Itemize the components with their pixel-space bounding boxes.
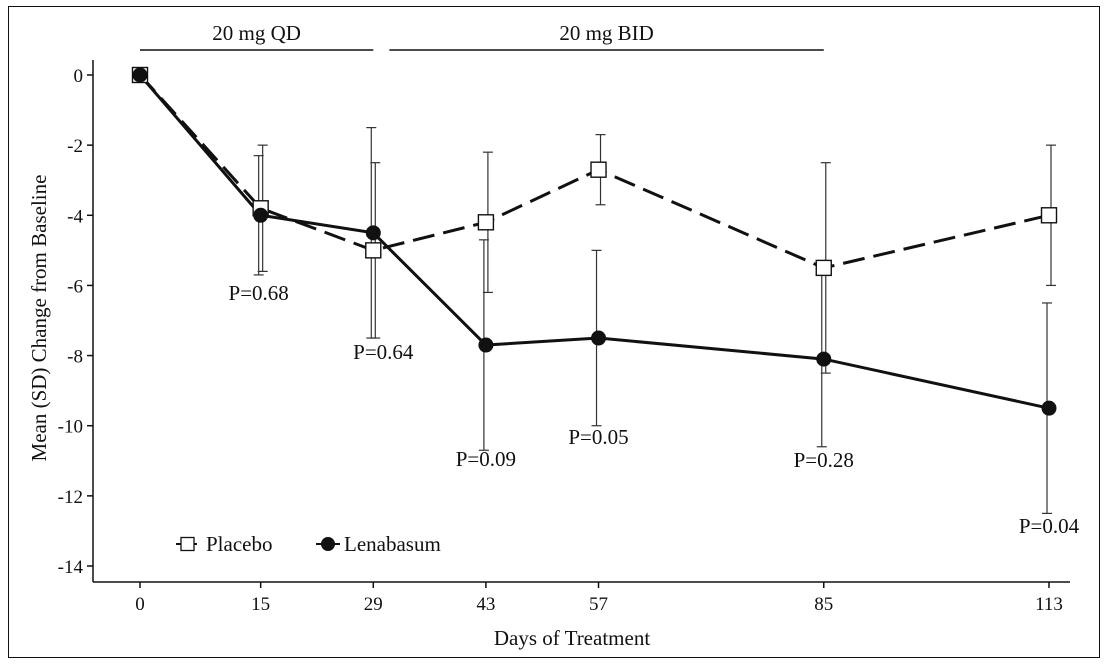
y-tick-label: -10 [58, 417, 83, 438]
data-point-lenabasum [253, 207, 269, 223]
y-tick-label: 0 [74, 66, 84, 87]
y-tick-label: -6 [67, 276, 83, 297]
dosing-period-label: 20 mg BID [559, 21, 654, 45]
x-tick-label: 43 [476, 594, 495, 615]
x-tick-label: 85 [814, 594, 833, 615]
y-tick-label: -4 [67, 206, 83, 227]
y-tick-label: -14 [58, 557, 84, 578]
p-value-label: P=0.05 [568, 425, 628, 449]
data-point-placebo [477, 214, 495, 231]
p-value-label: P=0.64 [353, 340, 414, 364]
legend-marker-lenabasum [321, 537, 335, 551]
p-value-label: P=0.68 [229, 281, 289, 305]
y-axis-title: Mean (SD) Change from Baseline [27, 175, 51, 462]
data-point-lenabasum [591, 330, 607, 346]
p-value-label: P=0.28 [794, 448, 854, 472]
error-bars [253, 127, 1056, 514]
y-tick-label: -2 [67, 136, 83, 157]
legend-label-lenabasum: Lenabasum [344, 532, 441, 556]
y-tick-label: -8 [67, 347, 83, 368]
p-value-label: P=0.09 [456, 447, 516, 471]
data-point-lenabasum [478, 337, 494, 353]
dosing-period-label: 20 mg QD [212, 21, 301, 45]
x-tick-label: 113 [1035, 594, 1063, 615]
series-line-lenabasum [138, 74, 1050, 410]
y-tick-label: -12 [58, 487, 83, 508]
data-point-placebo [1040, 207, 1058, 224]
legend-marker-placebo [180, 536, 195, 552]
series-lines [138, 73, 1050, 410]
data-point-lenabasum [816, 351, 832, 367]
x-tick-label: 0 [135, 594, 145, 615]
series-markers [131, 66, 1058, 416]
data-point-placebo [815, 259, 832, 277]
data-point-placebo [365, 242, 382, 259]
x-tick-label: 15 [251, 594, 270, 615]
data-point-lenabasum [1041, 400, 1057, 416]
p-value-label: P=0.04 [1019, 514, 1080, 538]
axes: 0 -2 -4 -6 -8 -10 -12 -14 0 15 29 43 57 85 113 Days of … [27, 60, 1070, 650]
data-point-lenabasum [132, 67, 148, 83]
x-tick-label: 57 [589, 594, 608, 615]
chart-labels: 20 mg QD 20 mg BID P=0.68 P=0.64 P=0.09 P=0.0… [140, 21, 1080, 556]
data-point-lenabasum [365, 225, 381, 241]
x-axis-title: Days of Treatment [494, 626, 650, 650]
x-tick-label: 29 [364, 594, 383, 615]
data-point-placebo [590, 161, 607, 178]
legend-label-placebo: Placebo [206, 532, 272, 556]
